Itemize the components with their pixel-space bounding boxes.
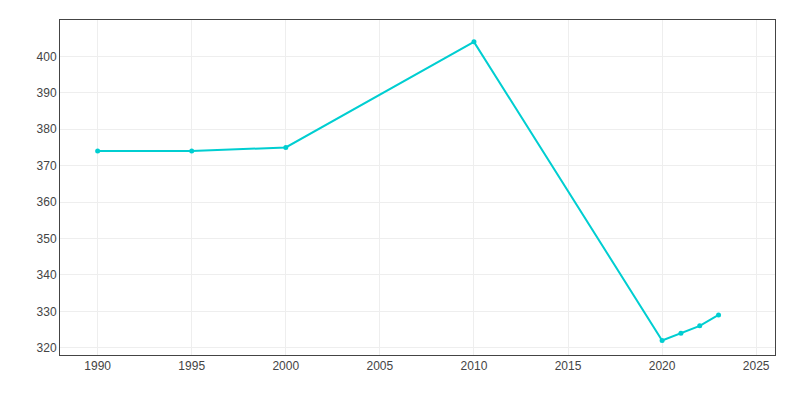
svg-text:370: 370 — [37, 159, 57, 173]
svg-text:400: 400 — [37, 50, 57, 64]
svg-text:2025: 2025 — [743, 359, 770, 373]
svg-text:2000: 2000 — [272, 359, 299, 373]
svg-text:2020: 2020 — [649, 359, 676, 373]
svg-text:2005: 2005 — [367, 359, 394, 373]
svg-text:1990: 1990 — [84, 359, 111, 373]
svg-text:1995: 1995 — [178, 359, 205, 373]
svg-text:320: 320 — [37, 341, 57, 355]
svg-text:380: 380 — [37, 122, 57, 136]
svg-text:340: 340 — [37, 268, 57, 282]
svg-text:2010: 2010 — [461, 359, 488, 373]
svg-text:2015: 2015 — [555, 359, 582, 373]
svg-text:360: 360 — [37, 195, 57, 209]
svg-text:390: 390 — [37, 86, 57, 100]
svg-text:350: 350 — [37, 232, 57, 246]
svg-text:330: 330 — [37, 305, 57, 319]
